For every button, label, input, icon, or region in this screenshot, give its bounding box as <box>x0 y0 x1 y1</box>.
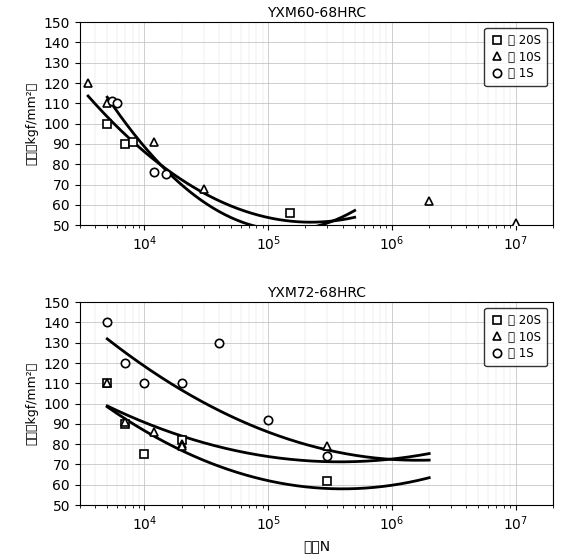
Legend: ： 20S, ： 10S, ： 1S: ： 20S, ： 10S, ： 1S <box>484 28 547 86</box>
Y-axis label: 応力（kgf/mm²）: 応力（kgf/mm²） <box>25 82 38 165</box>
Legend: ： 20S, ： 10S, ： 1S: ： 20S, ： 10S, ： 1S <box>484 308 547 366</box>
Title: YXM72-68HRC: YXM72-68HRC <box>267 286 366 300</box>
Title: YXM60-68HRC: YXM60-68HRC <box>267 6 366 19</box>
Y-axis label: 応力（kgf/mm²）: 応力（kgf/mm²） <box>25 362 38 445</box>
X-axis label: 回数N: 回数N <box>303 539 330 553</box>
